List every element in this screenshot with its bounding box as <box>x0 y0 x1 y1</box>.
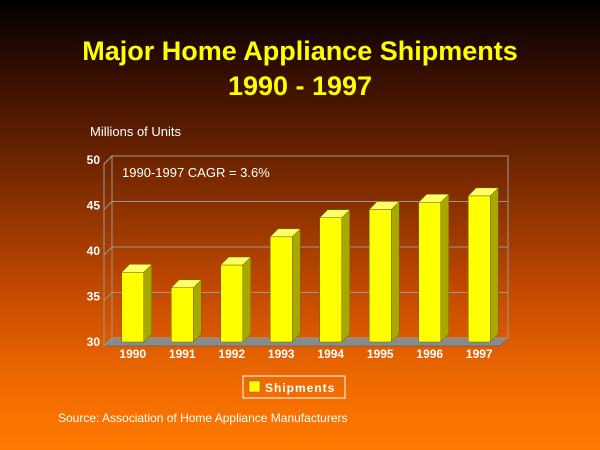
bar-side <box>242 256 251 343</box>
bar-top <box>418 193 450 203</box>
bar-side <box>143 263 152 343</box>
legend-label: Shipments <box>265 381 335 395</box>
bar-side <box>341 209 350 343</box>
bar-top <box>319 209 351 218</box>
bars <box>121 187 499 343</box>
bar-top <box>121 264 153 273</box>
bar-front <box>220 264 243 343</box>
y-axis-ticks: 30 35 40 45 50 <box>87 153 101 349</box>
x-tick-label: 1997 <box>466 347 493 361</box>
bar-side <box>391 200 400 343</box>
gridline-depth <box>103 155 113 165</box>
bar-front <box>171 287 194 343</box>
bar-top <box>220 256 252 266</box>
y-axis-label: Millions of Units <box>90 124 182 139</box>
chart-subtitle: 1990 - 1997 <box>227 71 373 101</box>
bar-front <box>270 236 293 343</box>
bar-top <box>467 187 499 197</box>
y-tick-label: 50 <box>87 153 101 167</box>
bar-front <box>418 201 441 343</box>
bar-side <box>292 228 301 343</box>
y-tick-label: 40 <box>87 244 101 258</box>
bar-front <box>369 209 392 343</box>
bar-side <box>193 279 202 343</box>
legend-swatch <box>248 380 261 393</box>
bar-1992 <box>220 256 252 343</box>
bar-top <box>269 228 301 238</box>
bar-front <box>468 195 491 343</box>
bar-1997 <box>467 187 499 343</box>
x-tick-label: 1994 <box>317 347 344 361</box>
gridline-depth <box>103 246 113 256</box>
x-tick-label: 1990 <box>119 347 146 361</box>
gridline-depth <box>103 292 113 301</box>
y-tick-label: 45 <box>87 199 101 213</box>
cagr-annotation: 1990-1997 CAGR = 3.6% <box>122 165 270 180</box>
legend: Shipments <box>242 375 346 399</box>
x-tick-label: 1992 <box>218 347 245 361</box>
bar-front <box>121 272 144 343</box>
bar-1993 <box>269 228 301 343</box>
gridline-depth <box>103 337 113 347</box>
bar-side <box>440 193 449 343</box>
bar-1990 <box>121 263 153 343</box>
bar-side <box>490 187 499 343</box>
bar-top <box>170 279 202 289</box>
x-tick-label: 1995 <box>367 347 394 361</box>
y-tick-label: 30 <box>87 335 101 349</box>
bar-1995 <box>368 200 400 343</box>
chart-floor <box>103 337 509 347</box>
x-tick-label: 1996 <box>416 347 443 361</box>
source-note: Source: Association of Home Appliance Ma… <box>58 411 348 425</box>
bar-1996 <box>418 193 450 343</box>
legend-box <box>242 375 346 399</box>
bar-front <box>319 217 342 343</box>
x-axis-ticks: 1990 1991 1992 1993 1994 1995 1996 1997 <box>119 347 493 361</box>
bar-top <box>368 201 400 210</box>
bar-1991 <box>170 279 202 343</box>
x-tick-label: 1993 <box>268 347 295 361</box>
chart-title: Major Home Appliance Shipments <box>82 36 518 66</box>
bar-1994 <box>319 209 351 343</box>
gridline-depth <box>103 201 113 210</box>
y-tick-label: 35 <box>87 290 101 304</box>
x-tick-label: 1991 <box>169 347 196 361</box>
